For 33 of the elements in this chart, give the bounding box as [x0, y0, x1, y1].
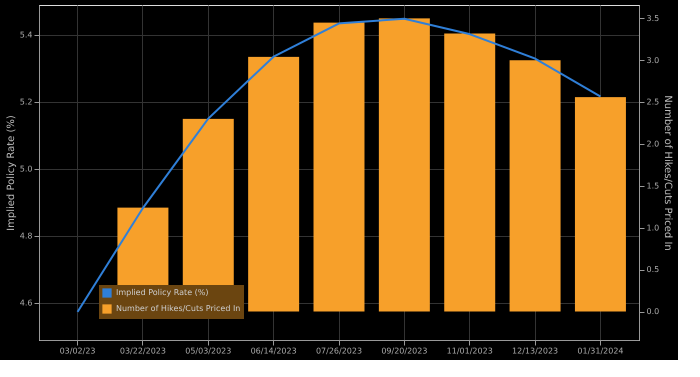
- bar: [510, 60, 561, 312]
- legend-label: Number of Hikes/Cuts Priced In: [116, 304, 240, 313]
- y2-tick-label: 1.5: [646, 181, 660, 190]
- line-series: [76, 18, 602, 313]
- x-tick-label: 07/26/2023: [316, 346, 362, 356]
- legend-label: Implied Policy Rate (%): [116, 288, 209, 297]
- y-tick-label: 5.0: [20, 164, 32, 174]
- x-tick-label: 06/14/2023: [250, 346, 297, 356]
- y2-tick-label: 3.5: [646, 14, 660, 23]
- y-tick-label: 4.8: [20, 232, 32, 241]
- x-tick-label: 12/13/2023: [512, 346, 558, 356]
- y2-axis-title: Number of Hikes/Cuts Priced In: [662, 95, 674, 251]
- y-tick-label: 5.2: [20, 98, 32, 107]
- bar: [444, 33, 496, 312]
- x-tick-label: 09/20/2023: [381, 346, 428, 356]
- bar: [574, 97, 626, 312]
- y2-tick-label: 3.0: [646, 56, 660, 65]
- x-tick-label: 11/01/2023: [446, 346, 493, 356]
- bar: [378, 18, 430, 312]
- y2-tick-label: 1.0: [646, 223, 660, 232]
- y-axis-title: Implied Policy Rate (%): [6, 115, 17, 231]
- bar: [314, 22, 364, 312]
- y2-tick-label: 0.5: [646, 265, 660, 274]
- x-tick-label: 05/03/2023: [185, 346, 232, 356]
- y2-tick-label: 2.0: [646, 140, 660, 149]
- x-tick-label: 01/31/2024: [577, 346, 624, 356]
- y-tick-label: 5.4: [20, 30, 32, 40]
- x-tick-label: 03/02/23: [60, 346, 96, 356]
- y-tick-label: 4.6: [20, 298, 32, 308]
- x-tick-label: 03/22/2023: [120, 346, 166, 356]
- y2-tick-label: 0.0: [646, 307, 660, 316]
- y2-tick-label: 2.5: [646, 98, 660, 107]
- bar: [248, 56, 300, 312]
